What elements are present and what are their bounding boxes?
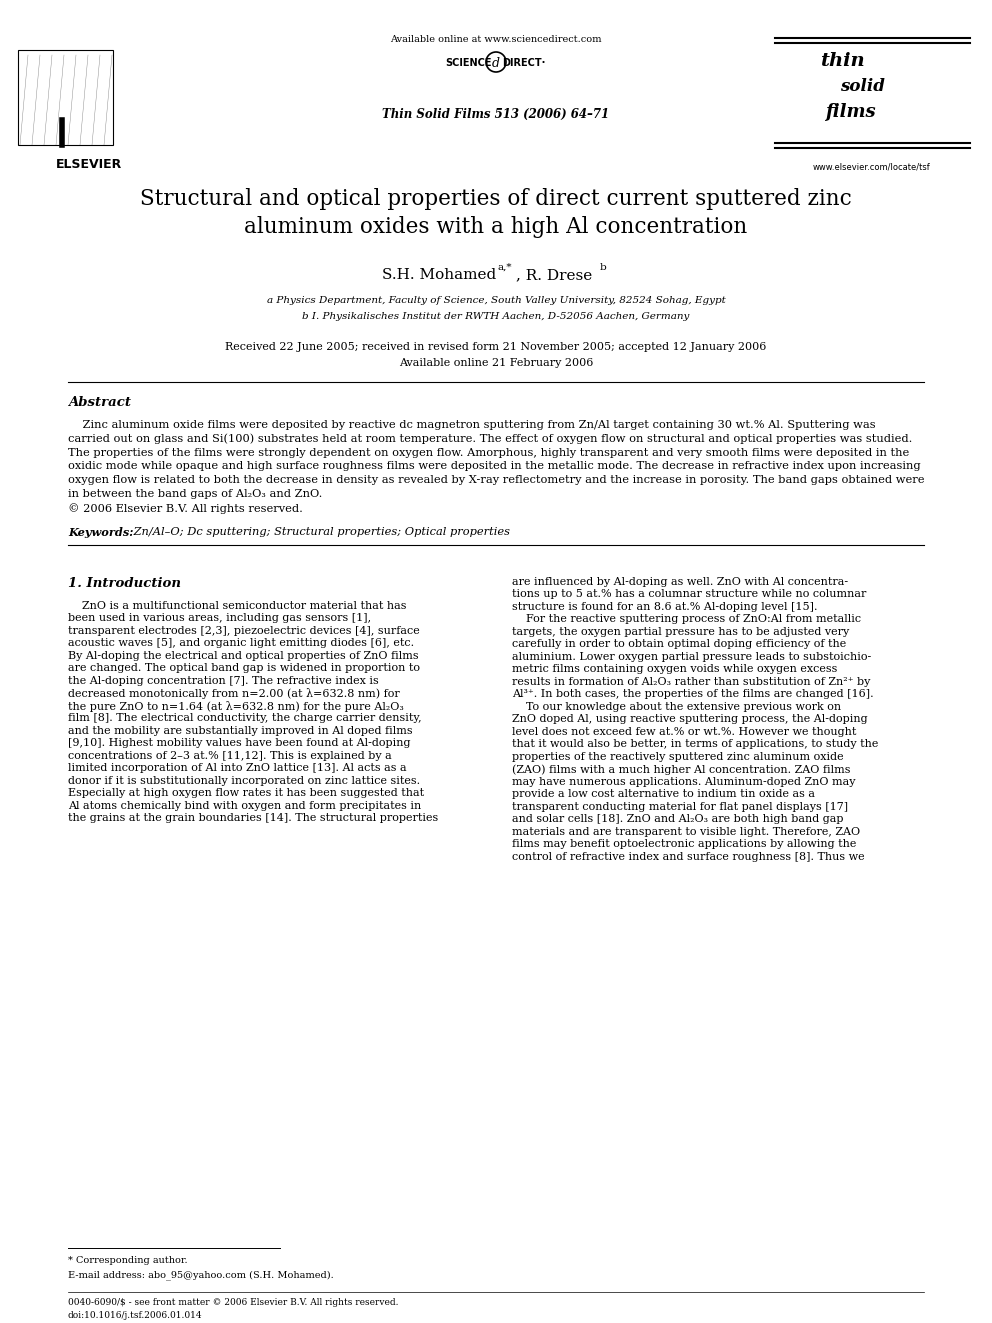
- Text: E-mail address: abo_95@yahoo.com (S.H. Mohamed).: E-mail address: abo_95@yahoo.com (S.H. M…: [68, 1270, 333, 1279]
- Text: tions up to 5 at.% has a columnar structure while no columnar: tions up to 5 at.% has a columnar struct…: [512, 589, 866, 599]
- Text: the pure ZnO to n=1.64 (at λ=632.8 nm) for the pure Al₂O₃: the pure ZnO to n=1.64 (at λ=632.8 nm) f…: [68, 701, 404, 712]
- Text: level does not exceed few at.% or wt.%. However we thought: level does not exceed few at.% or wt.%. …: [512, 726, 856, 737]
- Text: 1. Introduction: 1. Introduction: [68, 577, 181, 590]
- Text: b: b: [600, 263, 607, 273]
- Text: results in formation of Al₂O₃ rather than substitution of Zn²⁺ by: results in formation of Al₂O₃ rather tha…: [512, 676, 870, 687]
- Text: Received 22 June 2005; received in revised form 21 November 2005; accepted 12 Ja: Received 22 June 2005; received in revis…: [225, 343, 767, 352]
- Text: 0040-6090/$ - see front matter © 2006 Elsevier B.V. All rights reserved.: 0040-6090/$ - see front matter © 2006 El…: [68, 1298, 399, 1307]
- Text: metric films containing oxygen voids while oxygen excess: metric films containing oxygen voids whi…: [512, 664, 837, 675]
- Text: transparent electrodes [2,3], piezoelectric devices [4], surface: transparent electrodes [2,3], piezoelect…: [68, 626, 420, 635]
- Text: solid: solid: [840, 78, 885, 95]
- Text: By Al-doping the electrical and optical properties of ZnO films: By Al-doping the electrical and optical …: [68, 651, 419, 660]
- Text: are changed. The optical band gap is widened in proportion to: are changed. The optical band gap is wid…: [68, 663, 420, 673]
- Text: film [8]. The electrical conductivity, the charge carrier density,: film [8]. The electrical conductivity, t…: [68, 713, 422, 724]
- Text: provide a low cost alternative to indium tin oxide as a: provide a low cost alternative to indium…: [512, 789, 815, 799]
- Text: Structural and optical properties of direct current sputtered zinc: Structural and optical properties of dir…: [140, 188, 852, 210]
- Text: Keywords:: Keywords:: [68, 527, 134, 537]
- Text: , R. Drese: , R. Drese: [516, 269, 592, 282]
- Text: the grains at the grain boundaries [14]. The structural properties: the grains at the grain boundaries [14].…: [68, 814, 438, 823]
- Text: the Al-doping concentration [7]. The refractive index is: the Al-doping concentration [7]. The ref…: [68, 676, 379, 685]
- Text: Al³⁺. In both cases, the properties of the films are changed [16].: Al³⁺. In both cases, the properties of t…: [512, 689, 874, 699]
- Text: [9,10]. Highest mobility values have been found at Al-doping: [9,10]. Highest mobility values have bee…: [68, 738, 411, 747]
- Text: materials and are transparent to visible light. Therefore, ZAO: materials and are transparent to visible…: [512, 827, 860, 836]
- Text: structure is found for an 8.6 at.% Al-doping level [15].: structure is found for an 8.6 at.% Al-do…: [512, 602, 817, 611]
- Text: decreased monotonically from n=2.00 (at λ=632.8 nm) for: decreased monotonically from n=2.00 (at …: [68, 688, 400, 699]
- Text: Available online at www.sciencedirect.com: Available online at www.sciencedirect.co…: [390, 34, 602, 44]
- Text: oxygen flow is related to both the decrease in density as revealed by X-ray refl: oxygen flow is related to both the decre…: [68, 475, 925, 486]
- Text: (ZAO) films with a much higher Al concentration. ZAO films: (ZAO) films with a much higher Al concen…: [512, 765, 850, 775]
- Text: donor if it is substitutionally incorporated on zinc lattice sites.: donor if it is substitutionally incorpor…: [68, 775, 421, 786]
- Text: ELSEVIER: ELSEVIER: [56, 157, 122, 171]
- Text: films may benefit optoelectronic applications by allowing the: films may benefit optoelectronic applica…: [512, 839, 856, 849]
- Text: For the reactive sputtering process of ZnO:Al from metallic: For the reactive sputtering process of Z…: [512, 614, 861, 624]
- Text: and solar cells [18]. ZnO and Al₂O₃ are both high band gap: and solar cells [18]. ZnO and Al₂O₃ are …: [512, 814, 843, 824]
- Text: www.elsevier.com/locate/tsf: www.elsevier.com/locate/tsf: [813, 161, 930, 171]
- Text: SCIENCE: SCIENCE: [444, 58, 491, 67]
- Text: transparent conducting material for flat panel displays [17]: transparent conducting material for flat…: [512, 802, 848, 811]
- Text: in between the band gaps of Al₂O₃ and ZnO.: in between the band gaps of Al₂O₃ and Zn…: [68, 490, 322, 499]
- Text: * Corresponding author.: * Corresponding author.: [68, 1256, 187, 1265]
- Text: carried out on glass and Si(100) substrates held at room temperature. The effect: carried out on glass and Si(100) substra…: [68, 434, 913, 445]
- Text: DIRECT·: DIRECT·: [502, 58, 546, 67]
- Text: Abstract: Abstract: [68, 396, 131, 409]
- Text: been used in various areas, including gas sensors [1],: been used in various areas, including ga…: [68, 613, 371, 623]
- Text: thin: thin: [820, 52, 865, 70]
- Text: ZnO is a multifunctional semiconductor material that has: ZnO is a multifunctional semiconductor m…: [68, 601, 407, 611]
- Text: aluminum oxides with a high Al concentration: aluminum oxides with a high Al concentra…: [244, 216, 748, 238]
- Bar: [18, 50, 113, 146]
- Text: Thin Solid Films 513 (2006) 64–71: Thin Solid Films 513 (2006) 64–71: [383, 108, 609, 120]
- Text: b I. Physikalisches Institut der RWTH Aachen, D-52056 Aachen, Germany: b I. Physikalisches Institut der RWTH Aa…: [303, 312, 689, 321]
- Text: oxidic mode while opaque and high surface roughness films were deposited in the : oxidic mode while opaque and high surfac…: [68, 462, 921, 471]
- Text: a,*: a,*: [498, 263, 513, 273]
- Text: films: films: [825, 103, 876, 120]
- Text: Al atoms chemically bind with oxygen and form precipitates in: Al atoms chemically bind with oxygen and…: [68, 800, 422, 811]
- Text: Zn/Al–O; Dc sputtering; Structural properties; Optical properties: Zn/Al–O; Dc sputtering; Structural prope…: [130, 527, 510, 537]
- Text: limited incorporation of Al into ZnO lattice [13]. Al acts as a: limited incorporation of Al into ZnO lat…: [68, 763, 407, 773]
- Text: that it would also be better, in terms of applications, to study the: that it would also be better, in terms o…: [512, 740, 878, 749]
- Text: Especially at high oxygen flow rates it has been suggested that: Especially at high oxygen flow rates it …: [68, 789, 425, 798]
- Text: d: d: [492, 57, 500, 70]
- Text: To our knowledge about the extensive previous work on: To our knowledge about the extensive pre…: [512, 701, 841, 712]
- Text: a Physics Department, Faculty of Science, South Valley University, 82524 Sohag, : a Physics Department, Faculty of Science…: [267, 296, 725, 306]
- Text: ZnO doped Al, using reactive sputtering process, the Al-doping: ZnO doped Al, using reactive sputtering …: [512, 714, 868, 724]
- Text: Zinc aluminum oxide films were deposited by reactive dc magnetron sputtering fro: Zinc aluminum oxide films were deposited…: [68, 419, 876, 430]
- Text: control of refractive index and surface roughness [8]. Thus we: control of refractive index and surface …: [512, 852, 865, 861]
- Text: © 2006 Elsevier B.V. All rights reserved.: © 2006 Elsevier B.V. All rights reserved…: [68, 503, 303, 513]
- Text: targets, the oxygen partial pressure has to be adjusted very: targets, the oxygen partial pressure has…: [512, 627, 849, 636]
- Text: aluminium. Lower oxygen partial pressure leads to substoichio-: aluminium. Lower oxygen partial pressure…: [512, 652, 871, 662]
- Text: Available online 21 February 2006: Available online 21 February 2006: [399, 359, 593, 368]
- Text: acoustic waves [5], and organic light emitting diodes [6], etc.: acoustic waves [5], and organic light em…: [68, 638, 414, 648]
- Text: properties of the reactively sputtered zinc aluminum oxide: properties of the reactively sputtered z…: [512, 751, 843, 762]
- Text: and the mobility are substantially improved in Al doped films: and the mobility are substantially impro…: [68, 725, 413, 736]
- Text: are influenced by Al-doping as well. ZnO with Al concentra-: are influenced by Al-doping as well. ZnO…: [512, 577, 848, 586]
- Text: doi:10.1016/j.tsf.2006.01.014: doi:10.1016/j.tsf.2006.01.014: [68, 1311, 202, 1320]
- Text: carefully in order to obtain optimal doping efficiency of the: carefully in order to obtain optimal dop…: [512, 639, 846, 650]
- Text: concentrations of 2–3 at.% [11,12]. This is explained by a: concentrations of 2–3 at.% [11,12]. This…: [68, 750, 392, 761]
- Text: The properties of the films were strongly dependent on oxygen flow. Amorphous, h: The properties of the films were strongl…: [68, 447, 910, 458]
- Text: S.H. Mohamed: S.H. Mohamed: [382, 269, 496, 282]
- Text: may have numerous applications. Aluminum-doped ZnO may: may have numerous applications. Aluminum…: [512, 777, 855, 787]
